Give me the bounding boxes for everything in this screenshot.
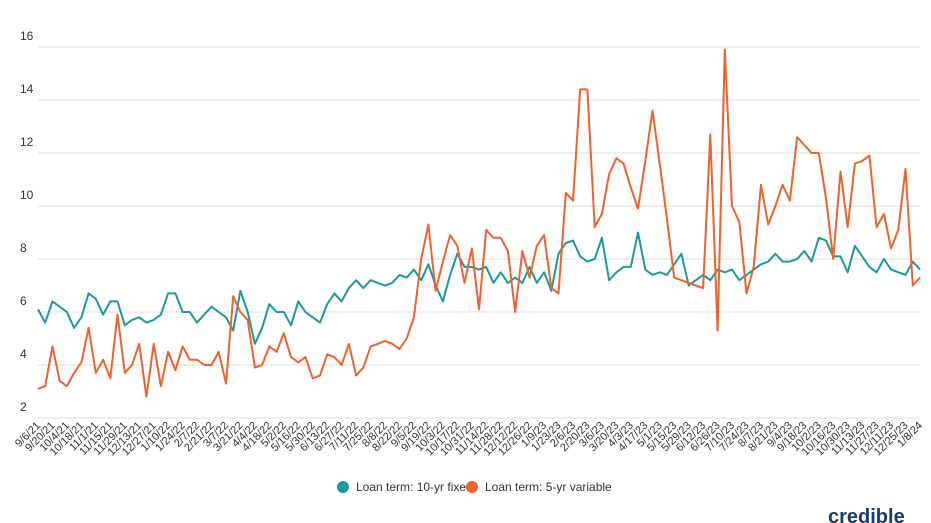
y-tick-label: 6 [20, 294, 27, 308]
y-tick-label: 14 [20, 82, 34, 96]
y-tick-label: 2 [20, 400, 27, 414]
legend-marker [337, 481, 349, 493]
y-tick-label: 16 [20, 29, 34, 43]
legend-label: Loan term: 10-yr fixed [356, 480, 473, 494]
y-tick-label: 10 [20, 188, 34, 202]
logo: credible [828, 506, 905, 523]
y-tick-label: 12 [20, 135, 34, 149]
series-line [37, 231, 921, 345]
y-tick-label: 8 [20, 241, 27, 255]
y-tick-label: 4 [20, 347, 27, 361]
series-line [37, 48, 921, 398]
legend-marker [466, 481, 478, 493]
legend-label: Loan term: 5-yr variable [485, 480, 612, 494]
